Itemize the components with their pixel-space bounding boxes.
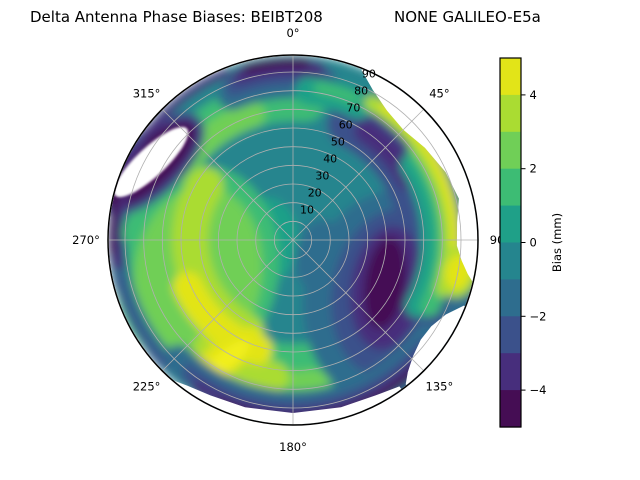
radial-tick-label-40: 40: [323, 152, 337, 165]
angle-tick-label-225: 225°: [133, 379, 161, 393]
colorbar-axis-label: Bias (mm): [550, 213, 564, 272]
colorbar-tick-label--2: −2: [530, 309, 547, 323]
colorbar-band-9: [500, 390, 521, 428]
no-data-island: [113, 126, 189, 198]
angle-tick-label-135: 135°: [426, 379, 454, 393]
radial-tick-label-80: 80: [354, 85, 368, 98]
radial-tick-label-60: 60: [339, 118, 353, 131]
grid-spoke-45: [292, 109, 424, 241]
angle-tick-label-45: 45°: [429, 87, 449, 101]
colorbar-tick-label-0: 0: [530, 236, 537, 250]
grid-spoke-315: [162, 109, 294, 241]
grid-spoke-135: [292, 239, 424, 371]
radial-tick-label-20: 20: [308, 186, 322, 199]
colorbar-band-6: [500, 279, 521, 317]
angle-tick-label-180: 180°: [279, 440, 307, 454]
field-blob: [206, 340, 250, 376]
colorbar-band-1: [500, 94, 521, 133]
colorbar-band-4: [500, 205, 521, 244]
polar-spine: [107, 54, 479, 426]
field-band: [232, 60, 325, 84]
field-band: [399, 153, 446, 318]
field-blob: [364, 237, 406, 329]
colorbar-tick-label-2: 2: [530, 162, 537, 176]
angle-tick-label-315: 315°: [133, 87, 161, 101]
colorbar-band-8: [500, 353, 521, 391]
field-band: [113, 273, 169, 369]
figure-title-left: Delta Antenna Phase Biases: BEIBT208: [30, 8, 323, 26]
polar-grid: [108, 55, 478, 425]
field-band: [124, 69, 230, 171]
radial-tick-label-70: 70: [346, 101, 360, 114]
figure-title-right: NONE GALILEO-E5a: [394, 8, 541, 26]
radial-tick-label-10: 10: [300, 203, 314, 216]
colorbar-band-3: [500, 168, 521, 207]
colorbar-band-7: [500, 316, 521, 354]
colorbar-band-2: [500, 131, 521, 170]
grid-spoke-225: [162, 239, 294, 371]
angle-tick-label-270: 270°: [72, 233, 100, 247]
radial-tick-label-30: 30: [315, 169, 329, 182]
radial-tick-label-50: 50: [331, 135, 345, 148]
colorbar-tick-label-4: 4: [530, 88, 537, 102]
colorbar: 4 2 0 −2 −4 Bias (mm): [499, 57, 564, 428]
colorbar-tick-label--4: −4: [530, 383, 547, 397]
data-field-region: [108, 55, 478, 425]
colorbar-band-5: [500, 242, 521, 280]
field-band: [313, 82, 360, 105]
colorbar-band-0: [500, 58, 521, 96]
field-band: [242, 58, 310, 74]
radial-tick-label-90: 90: [362, 68, 376, 81]
angle-tick-label-0: 0°: [286, 26, 299, 40]
no-data-crescent-ne: [361, 64, 478, 283]
